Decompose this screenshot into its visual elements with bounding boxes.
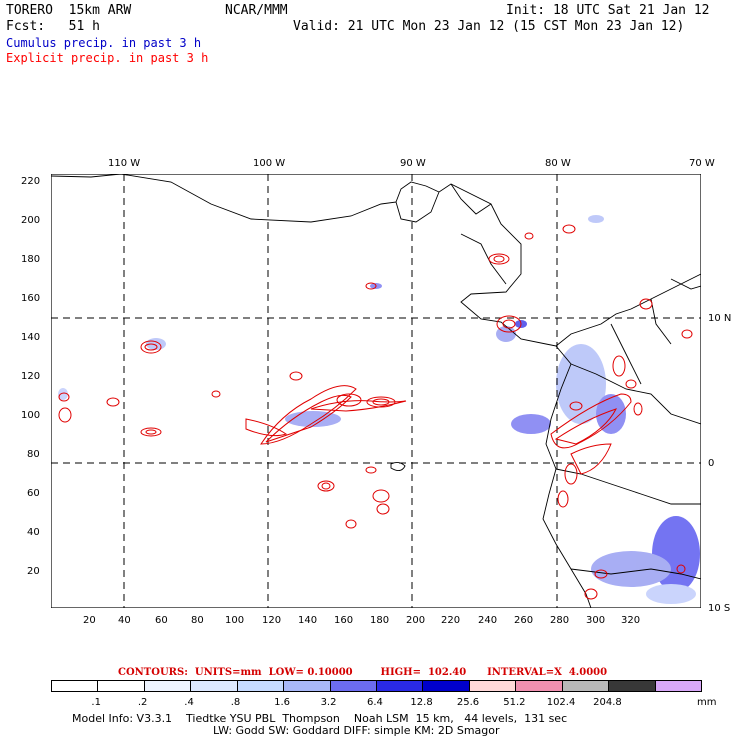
model-title: TORERO 15km ARW bbox=[6, 3, 132, 18]
color-scale-box bbox=[51, 680, 99, 692]
color-scale-box bbox=[608, 680, 656, 692]
color-scale-box bbox=[143, 680, 192, 692]
lon-label: 80 W bbox=[545, 158, 571, 169]
color-scale bbox=[51, 680, 702, 694]
explicit-precip-contours bbox=[58, 224, 693, 600]
color-scale-value: 1.6 bbox=[274, 697, 291, 708]
lon-label: 90 W bbox=[400, 158, 426, 169]
color-scale-box bbox=[561, 680, 610, 692]
precip-map bbox=[51, 174, 701, 608]
color-scale-box bbox=[376, 680, 424, 692]
y-tick-label: 120 bbox=[21, 371, 41, 382]
y-tick-label: 100 bbox=[21, 410, 41, 421]
x-tick-label: 220 bbox=[441, 615, 461, 626]
x-tick-label: 200 bbox=[406, 615, 426, 626]
lat-label: 0 bbox=[708, 458, 715, 469]
color-scale-box bbox=[468, 680, 517, 692]
x-tick-label: 20 bbox=[83, 615, 96, 626]
org-label: NCAR/MMM bbox=[225, 3, 288, 18]
x-tick-label: 160 bbox=[334, 615, 354, 626]
scale-units: mm bbox=[697, 697, 717, 708]
cumulus-label: Cumulus precip. in past 3 h bbox=[6, 36, 202, 50]
explicit-label: Explicit precip. in past 3 h bbox=[6, 51, 209, 65]
cumulus-precip-shading bbox=[58, 215, 700, 604]
physics-info: LW: Godd SW: Goddard DIFF: simple KM: 2D… bbox=[213, 724, 500, 737]
lat-label: 10 N bbox=[708, 313, 732, 324]
contours-info: CONTOURS: UNITS=mm LOW= 0.10000 HIGH= 10… bbox=[118, 667, 608, 678]
color-scale-box bbox=[515, 680, 563, 692]
y-tick-label: 200 bbox=[21, 215, 41, 226]
model-info: Model Info: V3.3.1 Tiedtke YSU PBL Thomp… bbox=[72, 712, 568, 725]
latlon-grid bbox=[51, 174, 701, 608]
color-scale-value: 204.8 bbox=[593, 697, 622, 708]
x-tick-label: 80 bbox=[191, 615, 204, 626]
lon-label: 70 W bbox=[689, 158, 715, 169]
x-tick-label: 40 bbox=[118, 615, 131, 626]
init-time: Init: 18 UTC Sat 21 Jan 12 bbox=[506, 3, 710, 18]
color-scale-box bbox=[97, 680, 145, 692]
x-tick-label: 260 bbox=[514, 615, 534, 626]
color-scale-value: 6.4 bbox=[367, 697, 383, 708]
x-tick-label: 300 bbox=[586, 615, 606, 626]
color-scale-value: 25.6 bbox=[456, 697, 480, 708]
y-tick-label: 80 bbox=[27, 449, 40, 460]
color-scale-value: 12.8 bbox=[410, 697, 433, 708]
y-tick-label: 40 bbox=[27, 527, 40, 538]
y-tick-label: 20 bbox=[27, 566, 40, 577]
lat-label: 10 S bbox=[708, 603, 731, 614]
x-tick-label: 60 bbox=[155, 615, 168, 626]
x-tick-label: 320 bbox=[621, 615, 641, 626]
x-tick-label: 100 bbox=[225, 615, 245, 626]
color-scale-value: 102.4 bbox=[546, 697, 576, 708]
y-tick-label: 220 bbox=[21, 176, 41, 187]
x-tick-label: 180 bbox=[370, 615, 390, 626]
color-scale-box bbox=[422, 680, 470, 692]
forecast-hour: Fcst: 51 h bbox=[6, 19, 100, 34]
y-tick-label: 180 bbox=[21, 254, 41, 265]
color-scale-box bbox=[654, 680, 702, 692]
color-scale-value: 3.2 bbox=[320, 697, 337, 708]
color-scale-value: .1 bbox=[91, 697, 101, 708]
color-scale-box bbox=[190, 680, 238, 692]
lon-label: 100 W bbox=[253, 158, 286, 169]
x-tick-label: 140 bbox=[298, 615, 318, 626]
color-scale-value: .4 bbox=[184, 697, 194, 708]
x-tick-label: 240 bbox=[478, 615, 498, 626]
color-scale-box bbox=[283, 680, 331, 692]
lon-label: 110 W bbox=[108, 158, 141, 169]
color-scale-value: 51.2 bbox=[503, 697, 526, 708]
y-tick-label: 60 bbox=[27, 488, 40, 499]
x-tick-label: 120 bbox=[262, 615, 282, 626]
color-scale-box bbox=[329, 680, 377, 692]
color-scale-box bbox=[236, 680, 285, 692]
x-tick-label: 280 bbox=[550, 615, 570, 626]
color-scale-value: .8 bbox=[230, 697, 241, 708]
y-tick-label: 140 bbox=[21, 332, 41, 343]
valid-time: Valid: 21 UTC Mon 23 Jan 12 (15 CST Mon … bbox=[293, 19, 685, 34]
coastlines bbox=[51, 174, 701, 608]
color-scale-value: .2 bbox=[137, 697, 148, 708]
y-tick-label: 160 bbox=[21, 293, 41, 304]
